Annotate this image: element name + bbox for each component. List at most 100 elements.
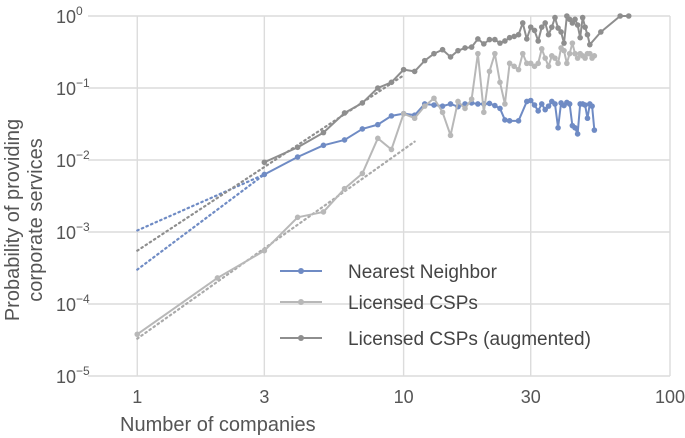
series-2-point-2 — [320, 129, 327, 136]
series-0-point-37 — [566, 101, 573, 107]
series-1-point-13 — [439, 109, 446, 116]
series-1-point-12 — [431, 95, 437, 102]
series-1-point-44 — [574, 55, 581, 61]
y-axis-label-line-1: Probability of providing — [2, 119, 24, 321]
x-axis-label: Number of companies — [120, 414, 316, 436]
series-2-point-21 — [502, 38, 508, 44]
series-1-point-43 — [572, 50, 578, 57]
series-0-point-39 — [572, 125, 578, 131]
series-1-point-5 — [341, 185, 348, 192]
series-line-1 — [136, 42, 596, 336]
series-2-point-29 — [535, 38, 541, 44]
x-tick-label-30: 30 — [521, 387, 541, 407]
series-2-point-13 — [455, 47, 461, 54]
y-tick-label-0: 10−5 — [56, 364, 90, 387]
series-1-point-22 — [497, 79, 503, 86]
series-1-point-28 — [523, 60, 530, 67]
series-1-point-10 — [411, 115, 418, 122]
series-2-point-11 — [439, 46, 446, 53]
y-tick-label-4: 10−1 — [56, 76, 90, 99]
y-tick-label-3: 10−2 — [56, 148, 90, 171]
legend-item-2: Licensed CSPs (augmented) — [280, 329, 591, 350]
series-0-point-3 — [341, 137, 348, 143]
series-2-point-17 — [481, 41, 487, 47]
series-1-point-49 — [587, 50, 593, 57]
series-2-point-25 — [519, 20, 526, 26]
series-0-point-6 — [388, 113, 395, 119]
series-1-point-1 — [214, 275, 221, 281]
series-1-point-23 — [502, 101, 508, 107]
series-2-point-8 — [411, 68, 418, 75]
series-0-point-20 — [497, 105, 503, 112]
y-tick-label-2: 10−3 — [56, 220, 90, 243]
series-0-point-5 — [375, 121, 381, 128]
series-1-point-27 — [519, 50, 526, 57]
y-tick-label-1: 10−4 — [56, 292, 90, 315]
series-2-point-28 — [531, 27, 538, 34]
series-2-point-5 — [375, 85, 381, 91]
y-tick-labels: 10−5 10−4 10−3 10−2 10−1 100 — [56, 4, 90, 387]
series-1-point-51 — [591, 53, 598, 59]
series-0-point-0 — [261, 171, 268, 178]
series-0-point-33 — [555, 125, 561, 131]
series-0-point-32 — [552, 101, 558, 107]
series-0 — [261, 97, 598, 178]
series-1-point-17 — [468, 96, 475, 102]
series-1-point-16 — [462, 105, 468, 112]
legend-item-0: Nearest Neighbor — [280, 262, 498, 283]
x-tick-labels: 1 3 10 30 100 — [132, 387, 685, 407]
series-1-point-29 — [527, 60, 534, 67]
series-2 — [261, 13, 632, 166]
x-tick-label-10: 10 — [394, 387, 414, 407]
series-0-point-11 — [439, 103, 446, 109]
legend-label-0: Nearest Neighbor — [348, 262, 498, 283]
series-2-point-6 — [388, 79, 395, 86]
series-0-point-16 — [475, 101, 481, 107]
series-2-point-14 — [462, 45, 468, 51]
series-line-2 — [263, 15, 629, 164]
series-0-point-19 — [492, 102, 498, 109]
series-2-point-7 — [400, 66, 407, 73]
series-1-point-21 — [492, 50, 498, 57]
series-0-point-12 — [447, 101, 454, 107]
series-lines — [134, 13, 632, 338]
series-2-point-45 — [582, 24, 588, 30]
x-tick-label-100: 100 — [655, 387, 685, 407]
series-1-point-7 — [375, 135, 381, 142]
series-1-point-20 — [486, 68, 493, 75]
y-tick-label-5: 100 — [56, 4, 83, 27]
series-1-point-9 — [400, 110, 407, 117]
series-0-point-43 — [582, 102, 588, 108]
series-1 — [134, 40, 598, 338]
series-1-point-26 — [515, 66, 522, 73]
series-0-point-40 — [574, 131, 581, 137]
series-2-point-1 — [294, 144, 301, 151]
series-2-point-35 — [555, 25, 561, 31]
series-2-point-34 — [552, 14, 558, 21]
series-2-point-27 — [527, 24, 534, 30]
series-1-point-32 — [538, 46, 545, 52]
series-1-point-36 — [552, 55, 558, 61]
series-1-point-37 — [555, 60, 561, 67]
y-axis-label: Probability of providing corporate servi… — [2, 119, 47, 321]
series-1-point-0 — [134, 331, 141, 338]
series-2-point-37 — [561, 40, 567, 46]
series-2-point-42 — [574, 22, 581, 28]
series-2-point-20 — [497, 40, 503, 46]
series-2-point-12 — [447, 54, 454, 60]
series-0-point-21 — [502, 117, 508, 123]
series-0-point-29 — [542, 106, 549, 113]
series-1-point-14 — [447, 132, 454, 139]
series-2-point-19 — [492, 36, 498, 43]
legend-swatch-marker-2 — [298, 335, 304, 341]
series-0-point-27 — [535, 108, 541, 114]
series-0-point-25 — [527, 97, 534, 104]
series-0-point-30 — [545, 103, 552, 109]
series-2-point-3 — [341, 110, 348, 116]
series-0-point-28 — [538, 101, 545, 107]
series-2-point-15 — [468, 44, 475, 50]
series-1-point-34 — [545, 63, 552, 70]
y-axis-label-line-2: corporate services — [25, 138, 47, 301]
series-0-point-4 — [359, 126, 366, 132]
series-1-point-2 — [261, 247, 268, 254]
